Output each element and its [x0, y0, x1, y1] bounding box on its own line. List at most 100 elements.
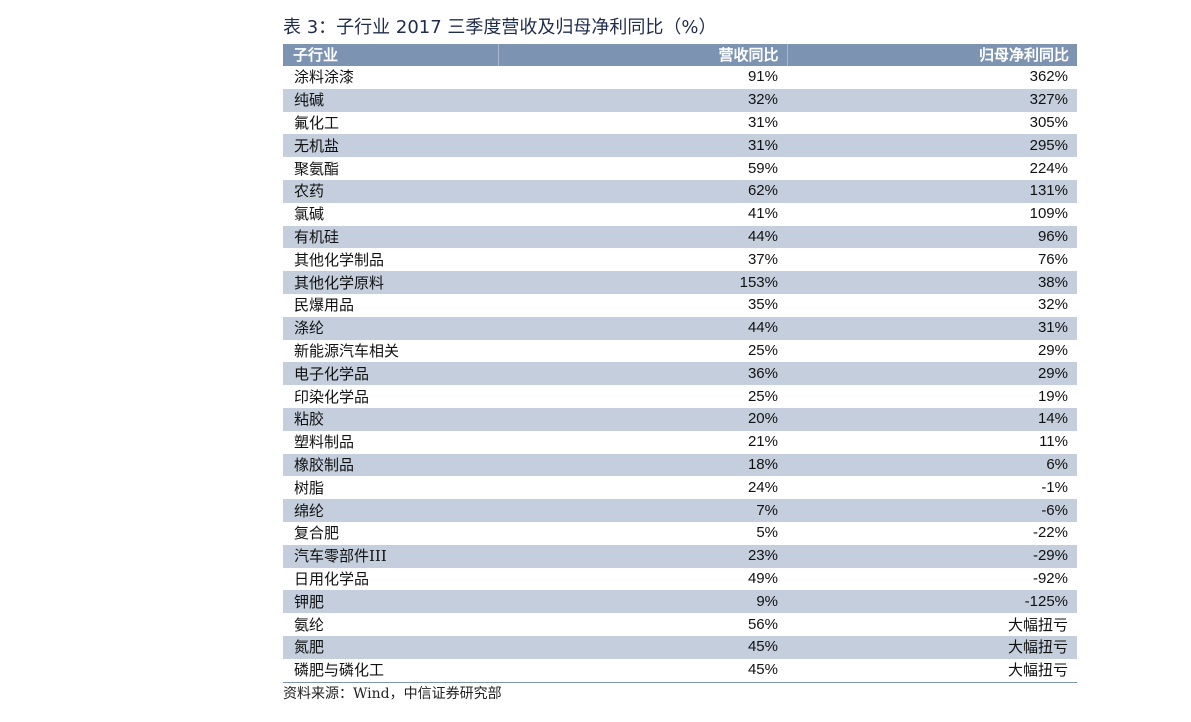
subindustry-name-cell: 新能源汽车相关 [294, 341, 400, 360]
revenue-yoy-cell: 25% [747, 341, 778, 359]
revenue-yoy-cell: 59% [747, 159, 778, 177]
table-row: 民爆用品 35% 32% [283, 294, 1077, 317]
table-row: 有机硅 44% 96% [283, 225, 1077, 249]
revenue-yoy-cell: 9% [498, 590, 787, 614]
revenue-yoy-cell: 45% [498, 658, 787, 683]
profit-yoy-cell: 大幅扭亏 [1007, 615, 1068, 634]
revenue-yoy-cell: 91% [747, 68, 778, 86]
subindustry-name-cell: 汽车零部件III [283, 544, 498, 568]
table-title: 表 3：子行业 2017 三季度营收及归母净利同比（%） [283, 17, 717, 38]
industry-growth-table: 子行业 营收同比 归母净利同比 涂料涂漆 91% 362% 纯碱 32% 327% 氟化工 3… [283, 44, 1077, 683]
subindustry-name-cell: 复合肥 [294, 524, 340, 543]
subindustry-name-cell: 农药 [283, 179, 498, 203]
profit-yoy-cell: 11% [1039, 433, 1068, 451]
subindustry-name-cell: 氮肥 [283, 635, 498, 659]
profit-yoy-cell: -29% [787, 544, 1077, 568]
subindustry-name-cell: 其他化学原料 [283, 271, 498, 294]
revenue-yoy-cell: 5% [756, 524, 778, 542]
revenue-yoy-cell: 44% [498, 316, 787, 340]
table-row: 无机盐 31% 295% [283, 134, 1077, 158]
profit-yoy-cell: 29% [787, 362, 1077, 386]
table-row: 树脂 24% -1% [283, 476, 1077, 499]
subindustry-name-cell: 无机盐 [283, 134, 498, 158]
revenue-yoy-cell: 49% [747, 569, 778, 587]
revenue-yoy-cell: 31% [747, 113, 778, 131]
subindustry-name-cell: 印染化学品 [294, 387, 370, 406]
subindustry-name-cell: 磷肥与磷化工 [283, 658, 498, 683]
revenue-yoy-cell: 32% [498, 88, 787, 112]
profit-yoy-cell: 305% [1029, 113, 1068, 131]
revenue-yoy-cell: 37% [747, 250, 778, 268]
table-row: 氨纶 56% 大幅扭亏 [283, 613, 1077, 636]
subindustry-name-cell: 涤纶 [283, 316, 498, 340]
profit-yoy-cell: 96% [787, 225, 1077, 249]
table-header-row: 子行业 营收同比 归母净利同比 [283, 44, 1077, 66]
subindustry-name-cell: 树脂 [294, 478, 325, 497]
table-row: 粘胶 20% 14% [283, 407, 1077, 431]
revenue-yoy-cell: 35% [747, 296, 778, 314]
subindustry-name-cell: 有机硅 [283, 225, 498, 249]
revenue-yoy-cell: 62% [498, 179, 787, 203]
profit-yoy-cell: 大幅扭亏 [787, 658, 1077, 683]
profit-yoy-cell: -1% [1041, 478, 1068, 496]
revenue-yoy-cell: 7% [498, 499, 787, 522]
profit-yoy-cell: 327% [787, 88, 1077, 112]
revenue-yoy-cell: 18% [498, 453, 787, 477]
table-row: 汽车零部件III 23% -29% [283, 544, 1077, 568]
revenue-yoy-cell: 21% [747, 433, 778, 451]
subindustry-name-cell: 氯碱 [294, 205, 325, 224]
profit-yoy-cell: 38% [787, 271, 1077, 294]
column-header-subindustry: 子行业 [283, 44, 499, 66]
profit-yoy-cell: -22% [1032, 524, 1068, 542]
revenue-yoy-cell: 45% [498, 635, 787, 659]
subindustry-name-cell: 橡胶制品 [283, 453, 498, 477]
table-row: 绵纶 7% -6% [283, 499, 1077, 522]
revenue-yoy-cell: 44% [498, 225, 787, 249]
revenue-yoy-cell: 23% [498, 544, 787, 568]
profit-yoy-cell: 29% [1037, 341, 1068, 359]
table-row: 钾肥 9% -125% [283, 590, 1077, 614]
revenue-yoy-cell: 31% [498, 134, 787, 158]
profit-yoy-cell: 大幅扭亏 [787, 635, 1077, 659]
column-header-revenue-yoy: 营收同比 [498, 44, 788, 66]
source-note: 资料来源：Wind，中信证券研究部 [283, 686, 502, 702]
table-row: 橡胶制品 18% 6% [283, 453, 1077, 477]
table-row: 氯碱 41% 109% [283, 203, 1077, 226]
subindustry-name-cell: 涂料涂漆 [294, 68, 355, 87]
revenue-yoy-cell: 24% [747, 478, 778, 496]
table-row: 氟化工 31% 305% [283, 112, 1077, 135]
subindustry-name-cell: 钾肥 [283, 590, 498, 614]
table-row: 氮肥 45% 大幅扭亏 [283, 635, 1077, 659]
table-row: 聚氨酯 59% 224% [283, 157, 1077, 180]
subindustry-name-cell: 日用化学品 [294, 569, 370, 588]
subindustry-name-cell: 氨纶 [294, 615, 325, 634]
subindustry-name-cell: 氟化工 [294, 113, 340, 132]
subindustry-name-cell: 塑料制品 [294, 433, 355, 452]
profit-yoy-cell: -125% [787, 590, 1077, 614]
subindustry-name-cell: 民爆用品 [294, 296, 355, 315]
table-row: 农药 62% 131% [283, 179, 1077, 203]
subindustry-name-cell: 绵纶 [283, 499, 498, 522]
table-row: 其他化学制品 37% 76% [283, 248, 1077, 271]
subindustry-name-cell: 粘胶 [283, 407, 498, 431]
subindustry-name-cell: 聚氨酯 [294, 159, 340, 178]
table-body: 涂料涂漆 91% 362% 纯碱 32% 327% 氟化工 31% 305% 无机盐 31% 295%… [283, 66, 1077, 683]
subindustry-name-cell: 电子化学品 [283, 362, 498, 386]
profit-yoy-cell: 295% [787, 134, 1077, 158]
table-row: 涤纶 44% 31% [283, 316, 1077, 340]
table-row: 复合肥 5% -22% [283, 522, 1077, 545]
profit-yoy-cell: 362% [1029, 68, 1068, 86]
table-row: 涂料涂漆 91% 362% [283, 66, 1077, 89]
profit-yoy-cell: 32% [1037, 296, 1068, 314]
subindustry-name-cell: 其他化学制品 [294, 250, 385, 269]
profit-yoy-cell: -6% [787, 499, 1077, 522]
table-row: 纯碱 32% 327% [283, 88, 1077, 112]
revenue-yoy-cell: 41% [747, 205, 778, 223]
revenue-yoy-cell: 25% [747, 387, 778, 405]
profit-yoy-cell: 109% [1029, 205, 1068, 223]
profit-yoy-cell: 224% [1029, 159, 1068, 177]
table-row: 印染化学品 25% 19% [283, 385, 1077, 408]
column-header-profit-yoy: 归母净利同比 [787, 44, 1077, 66]
profit-yoy-cell: 31% [787, 316, 1077, 340]
profit-yoy-cell: 76% [1037, 250, 1068, 268]
